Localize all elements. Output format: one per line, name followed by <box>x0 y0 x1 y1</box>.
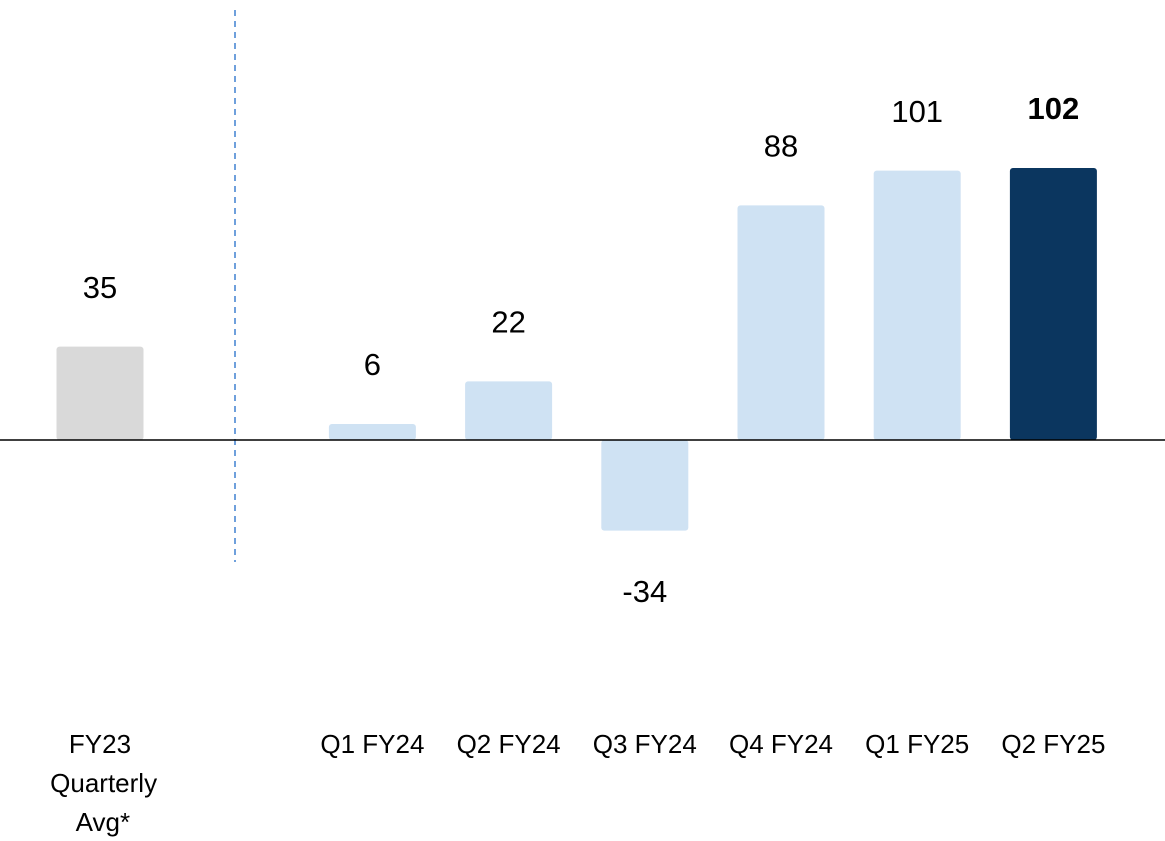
x-tick-label: Q3 FY24 <box>593 729 697 759</box>
x-tick-label: Q1 FY25 <box>865 729 969 759</box>
x-tick-label: Q2 FY24 <box>457 729 561 759</box>
x-tick-label: Q1 FY24 <box>320 729 424 759</box>
bar <box>1009 168 1097 440</box>
bar <box>737 205 825 440</box>
x-tick-label: Q4 FY24 <box>729 729 833 759</box>
bar <box>328 424 416 440</box>
x-tick-label: FY23 Quarterly Avg* <box>43 729 157 837</box>
value-label: 22 <box>491 305 525 340</box>
value-label: 88 <box>764 129 798 164</box>
x-tick-label: Q2 FY25 <box>1001 729 1105 759</box>
bar <box>56 346 144 440</box>
bar <box>601 440 689 531</box>
value-label: 102 <box>1028 91 1080 126</box>
value-label: 35 <box>83 270 117 305</box>
value-label: -34 <box>622 574 667 609</box>
value-label: 6 <box>364 347 381 382</box>
value-label: 101 <box>891 94 943 129</box>
bar <box>873 170 961 440</box>
bar <box>465 381 553 440</box>
